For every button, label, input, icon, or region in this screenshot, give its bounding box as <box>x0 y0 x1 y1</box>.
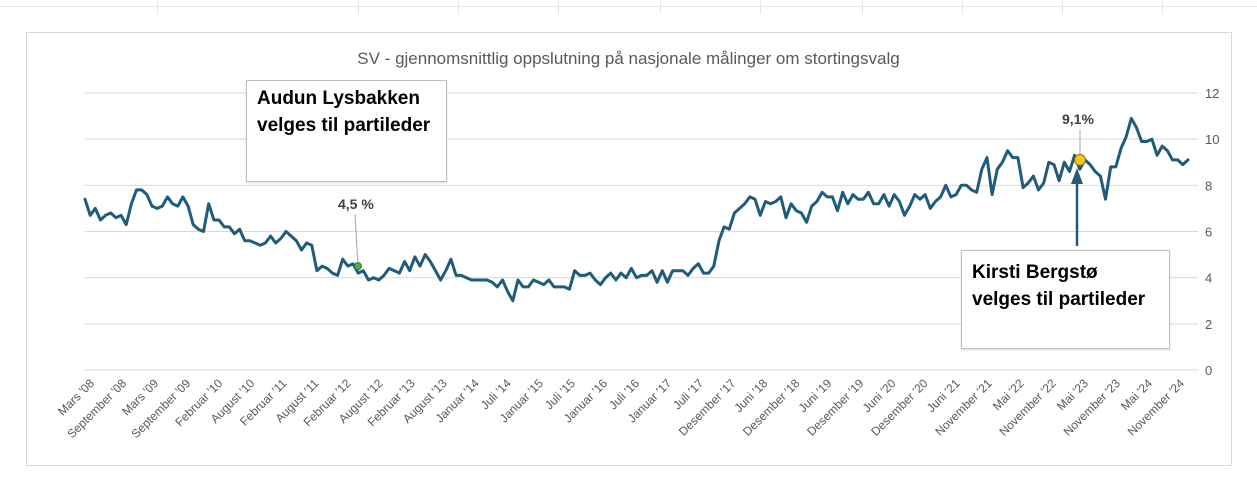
x-tick-label: November '21 <box>932 376 995 439</box>
x-tick-label: November '22 <box>996 376 1059 439</box>
annotation-text-bergsto: Kirsti Bergstø velges til partileder <box>972 262 1146 310</box>
arrow-head-bergsto <box>1071 168 1083 184</box>
y-tick-label: 4 <box>1205 271 1212 286</box>
series-line <box>83 116 1190 303</box>
annotation-text-lysbakken: Audun Lysbakken velges til partileder <box>257 88 431 136</box>
y-tick-label: 2 <box>1205 317 1212 332</box>
chart-area <box>26 32 1232 466</box>
x-tick-label: Desember '19 <box>804 376 867 439</box>
y-tick-label: 8 <box>1205 178 1212 193</box>
data-point-bergsto <box>1074 153 1086 166</box>
annotation-box-bergsto: Kirsti Bergstø velges til partileder <box>961 250 1170 349</box>
x-tick-label: November '23 <box>1061 376 1124 439</box>
x-tick-label: Desember '17 <box>676 376 739 439</box>
annotation-box-lysbakken: Audun Lysbakken velges til partileder <box>246 80 447 182</box>
x-tick-label: November '24 <box>1125 376 1188 439</box>
leader-line-lysbakken <box>354 213 359 267</box>
y-tick-label: 12 <box>1205 86 1219 101</box>
x-tick-label: Desember '20 <box>868 376 931 439</box>
data-label-lysbakken: 4,5 % <box>338 196 374 212</box>
x-tick-label: Desember '18 <box>740 376 803 439</box>
y-tick-label: 10 <box>1205 132 1219 147</box>
sheet-gridlines <box>0 0 1257 14</box>
data-label-bergsto: 9,1% <box>1062 111 1094 127</box>
chart-title: SV - gjennomsnittlig oppslutning på nasj… <box>357 49 900 68</box>
y-tick-label: 0 <box>1205 363 1212 378</box>
data-point-lysbakken <box>354 262 362 271</box>
y-tick-label: 6 <box>1205 225 1212 240</box>
